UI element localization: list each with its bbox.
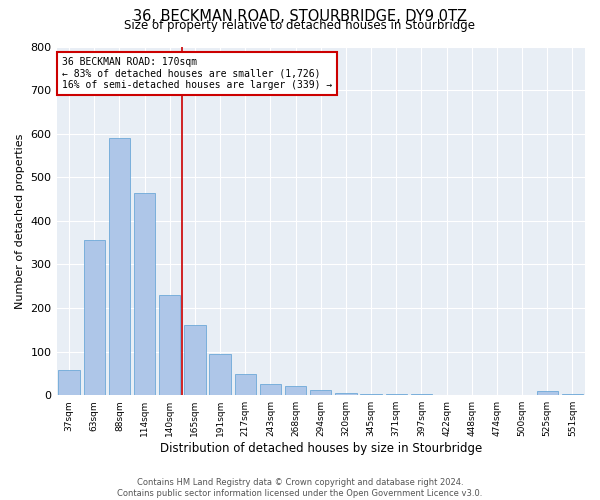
Text: 36, BECKMAN ROAD, STOURBRIDGE, DY9 0TZ: 36, BECKMAN ROAD, STOURBRIDGE, DY9 0TZ [133, 9, 467, 24]
Bar [386, 394, 407, 395]
Bar [134, 192, 155, 395]
Y-axis label: Number of detached properties: Number of detached properties [15, 133, 25, 308]
X-axis label: Distribution of detached houses by size in Stourbridge: Distribution of detached houses by size … [160, 442, 482, 455]
Bar [260, 384, 281, 395]
Bar [536, 392, 558, 395]
Bar [361, 394, 382, 395]
Bar [310, 390, 331, 395]
Bar [159, 295, 181, 395]
Bar [209, 354, 231, 395]
Text: Size of property relative to detached houses in Stourbridge: Size of property relative to detached ho… [125, 19, 476, 32]
Bar [335, 393, 356, 395]
Text: Contains HM Land Registry data © Crown copyright and database right 2024.
Contai: Contains HM Land Registry data © Crown c… [118, 478, 482, 498]
Bar [184, 326, 206, 395]
Bar [83, 240, 105, 395]
Text: 36 BECKMAN ROAD: 170sqm
← 83% of detached houses are smaller (1,726)
16% of semi: 36 BECKMAN ROAD: 170sqm ← 83% of detache… [62, 57, 332, 90]
Bar [562, 394, 583, 395]
Bar [235, 374, 256, 395]
Bar [109, 138, 130, 395]
Bar [285, 386, 307, 395]
Bar [58, 370, 80, 395]
Bar [411, 394, 432, 395]
